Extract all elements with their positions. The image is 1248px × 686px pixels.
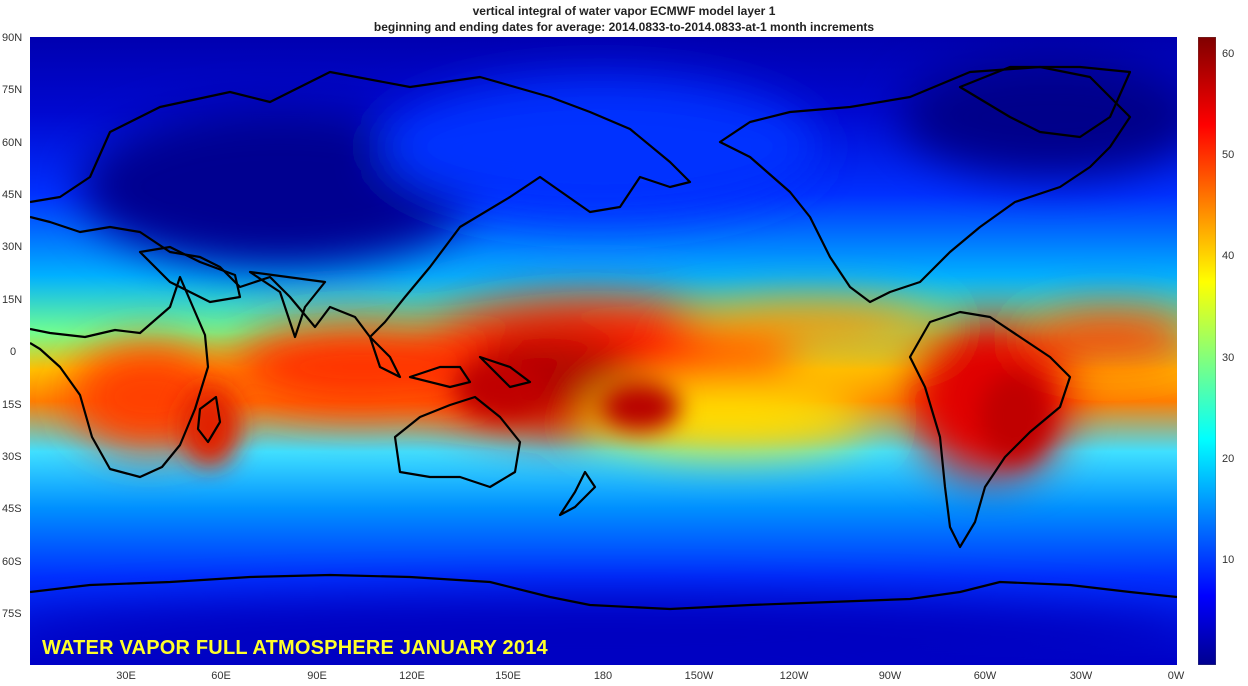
lon-label-120w: 120W xyxy=(779,670,809,682)
lon-label-90w: 90W xyxy=(878,670,902,682)
lon-label-60e: 60E xyxy=(211,670,231,682)
lon-label-120e: 120E xyxy=(399,670,425,682)
lat-label-60s: 60S xyxy=(2,556,22,568)
colorbar-tick-20: 20 xyxy=(1222,453,1235,465)
colorbar-tick-50: 50 xyxy=(1222,149,1235,161)
lon-label-150w: 150W xyxy=(684,670,714,682)
colorbar-tick-40: 40 xyxy=(1222,250,1235,262)
madagascar-outline xyxy=(196,395,222,444)
chart-title: vertical integral of water vapor ECMWF m… xyxy=(472,4,776,18)
arabia-outline xyxy=(138,245,242,304)
australia-outline xyxy=(393,395,522,489)
colorbar-gradient xyxy=(1198,37,1216,665)
lat-label-15n: 15N xyxy=(2,294,23,306)
greenland-outline xyxy=(958,65,1132,139)
lon-label-30e: 30E xyxy=(116,670,136,682)
lat-label-45s: 45S xyxy=(2,503,22,515)
water-vapor-map xyxy=(30,37,1177,665)
lat-label-30s: 30S xyxy=(2,451,22,463)
lat-label-75s: 75S xyxy=(2,608,22,620)
lat-label-45n: 45N xyxy=(2,189,23,201)
colorbar-tick-30: 30 xyxy=(1222,352,1235,364)
lon-label-30w: 30W xyxy=(1069,670,1093,682)
lat-label-75n: 75N xyxy=(2,84,23,96)
lon-label-0w: 0W xyxy=(1167,670,1185,682)
africa-outline xyxy=(30,275,210,479)
antarctica-outline xyxy=(30,573,1177,611)
lon-label-180: 180 xyxy=(593,670,613,682)
tropical-detail xyxy=(180,357,1050,467)
eurasia-outline xyxy=(30,70,692,339)
lat-label-60n: 60N xyxy=(2,137,23,149)
map-caption: WATER VAPOR FULL ATMOSPHERE JANUARY 2014 xyxy=(42,637,548,659)
chart-subtitle: beginning and ending dates for average: … xyxy=(373,20,875,34)
lat-label-0: 0 xyxy=(10,346,17,358)
colorbar xyxy=(1198,37,1216,665)
north-america-outline xyxy=(718,65,1132,304)
new-zealand-outline xyxy=(558,470,597,517)
lon-label-60w: 60W xyxy=(973,670,997,682)
lat-label-30n: 30N xyxy=(2,241,23,253)
coastlines xyxy=(30,65,1177,611)
lat-label-90n: 90N xyxy=(2,32,23,44)
colorbar-tick-60: 60 xyxy=(1222,48,1235,60)
lat-label-15s: 15S xyxy=(2,399,22,411)
colorbar-tick-10: 10 xyxy=(1222,554,1235,566)
lon-label-150e: 150E xyxy=(495,670,521,682)
maritime-continent xyxy=(368,335,532,389)
lon-label-90e: 90E xyxy=(307,670,327,682)
south-america-outline xyxy=(908,310,1072,549)
india-outline xyxy=(248,270,327,339)
